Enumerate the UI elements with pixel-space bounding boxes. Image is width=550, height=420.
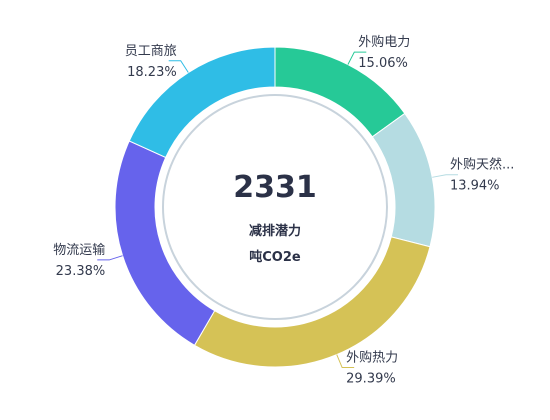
slice-percent-4: 23.38% (56, 264, 106, 279)
slice-3[interactable] (193, 236, 431, 368)
center-total-value: 2331 (233, 170, 317, 205)
slice-5[interactable] (128, 46, 276, 159)
leader-line-5 (168, 60, 189, 73)
slice-percent-1: 15.06% (358, 56, 408, 71)
slice-2[interactable] (371, 112, 436, 248)
inner-decorative-ring (162, 94, 388, 320)
slice-percent-3: 29.39% (346, 372, 396, 387)
leader-line-4 (97, 255, 123, 261)
leader-line-1 (347, 51, 367, 65)
slice-percent-5: 18.23% (127, 65, 177, 80)
slice-label-5: 员工商旅 (125, 44, 177, 59)
center-metric-label: 减排潜力 (249, 223, 301, 239)
slice-label-3: 外购热力 (346, 350, 398, 366)
slice-label-1: 外购电力 (358, 34, 410, 50)
slices-layer (114, 46, 436, 368)
center-unit-label: 吨CO2e (249, 249, 301, 265)
leader-line-3 (336, 354, 355, 369)
inner-ring-layer (162, 94, 388, 320)
slice-4[interactable] (114, 140, 216, 346)
labels-layer: 外购电力 15.06% 外购天然... 13.94% 外购热力 29.39% 物流运输 23.… (53, 34, 514, 386)
slice-percent-2: 13.94% (450, 179, 500, 194)
center-layer: 2331 减排潜力 吨CO2e (233, 170, 317, 265)
slice-label-2: 外购天然... (450, 157, 514, 173)
leader-line-2 (432, 174, 458, 178)
slice-label-4: 物流运输 (53, 242, 105, 258)
